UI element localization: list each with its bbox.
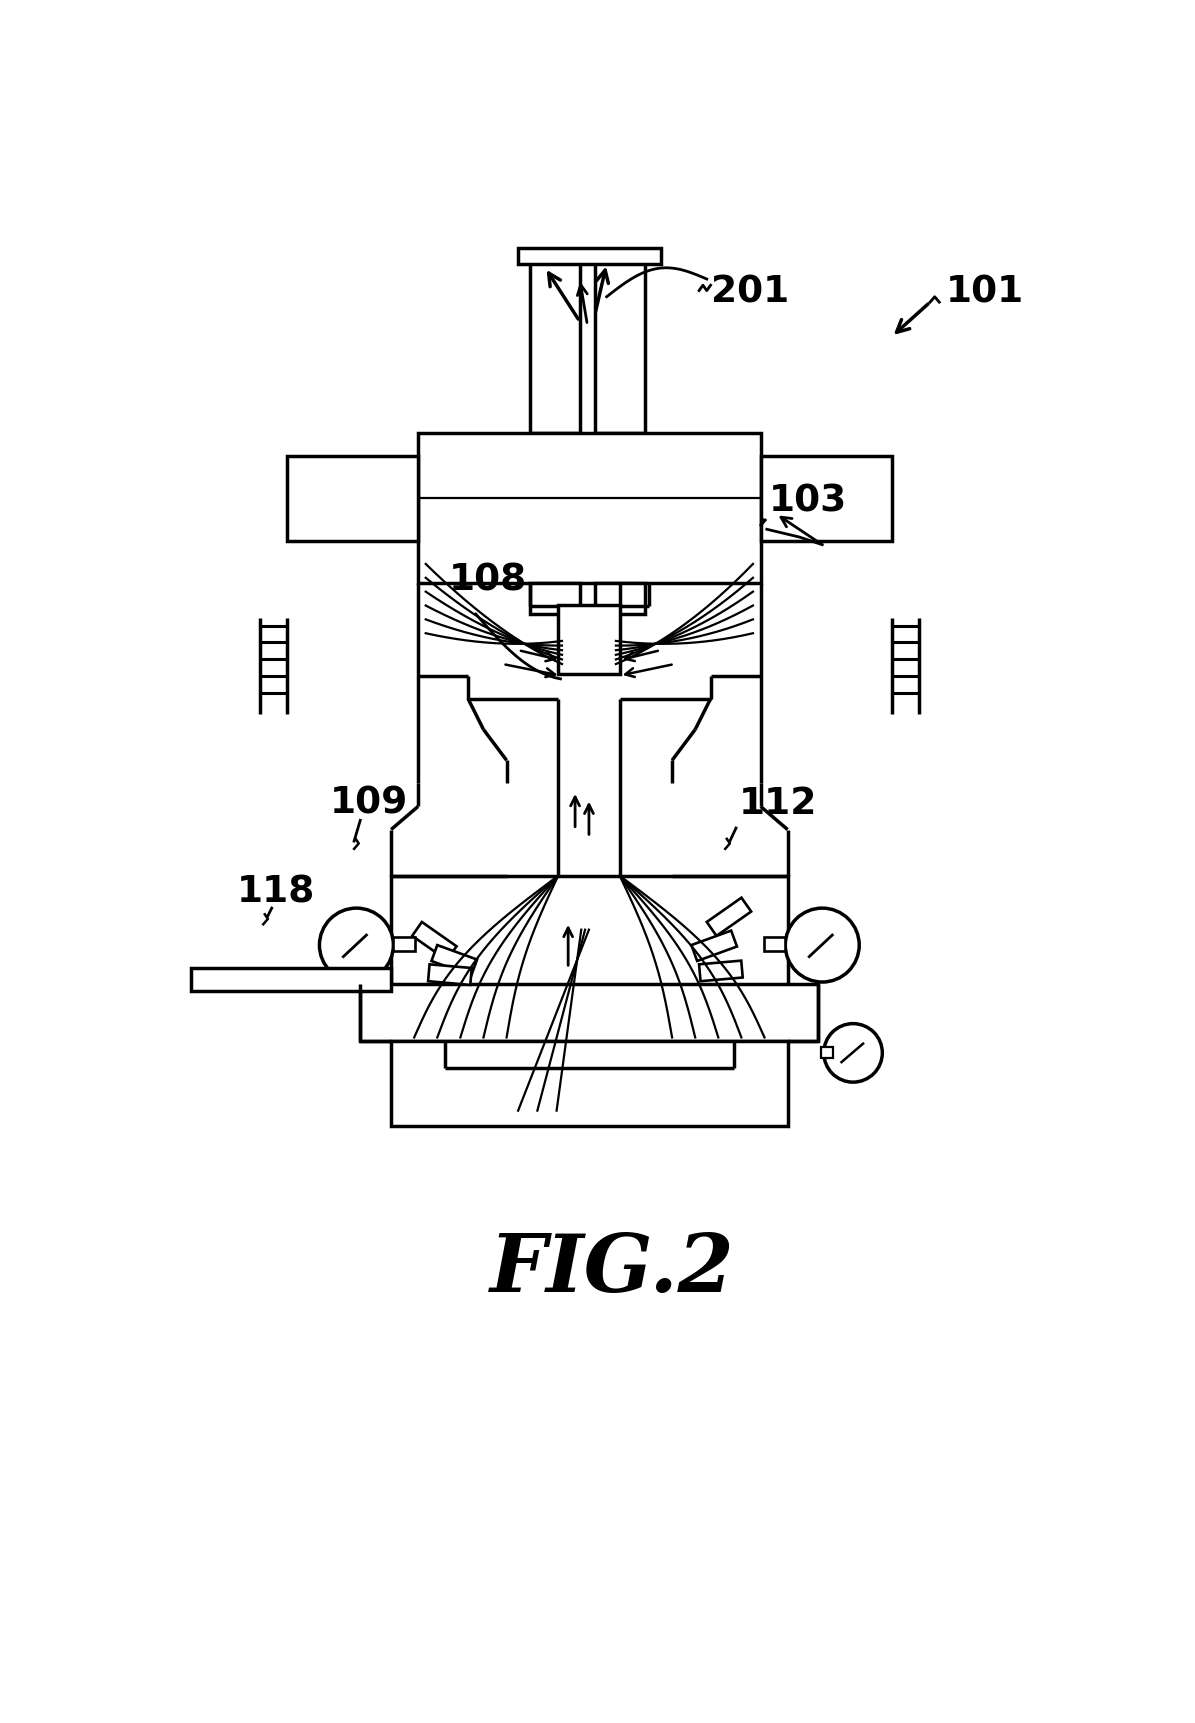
Bar xyxy=(391,1042,788,1127)
Bar xyxy=(764,937,785,951)
Bar xyxy=(412,922,456,961)
Text: 108: 108 xyxy=(449,562,527,598)
Bar xyxy=(428,965,472,986)
Circle shape xyxy=(785,908,859,982)
Bar xyxy=(287,457,418,541)
Bar xyxy=(519,250,661,264)
Text: FIG.2: FIG.2 xyxy=(490,1230,735,1308)
Text: 118: 118 xyxy=(237,874,315,910)
Bar xyxy=(595,584,645,615)
Bar xyxy=(191,968,391,992)
Bar xyxy=(699,961,743,982)
Text: 103: 103 xyxy=(768,482,846,519)
Circle shape xyxy=(319,908,393,982)
Text: 201: 201 xyxy=(711,274,789,310)
Bar xyxy=(706,898,752,936)
Bar xyxy=(391,877,788,1042)
Bar xyxy=(595,257,645,434)
Text: 101: 101 xyxy=(945,274,1024,310)
Bar xyxy=(692,930,737,961)
Text: 112: 112 xyxy=(739,786,817,822)
Bar xyxy=(360,984,819,1042)
Bar xyxy=(529,584,580,615)
Bar xyxy=(431,946,477,975)
Bar xyxy=(529,257,580,434)
Bar xyxy=(821,1048,833,1058)
Bar xyxy=(761,457,891,541)
Bar xyxy=(393,937,415,951)
Bar xyxy=(558,605,620,675)
Circle shape xyxy=(823,1023,882,1082)
Bar xyxy=(418,434,761,584)
Text: 109: 109 xyxy=(330,786,407,822)
